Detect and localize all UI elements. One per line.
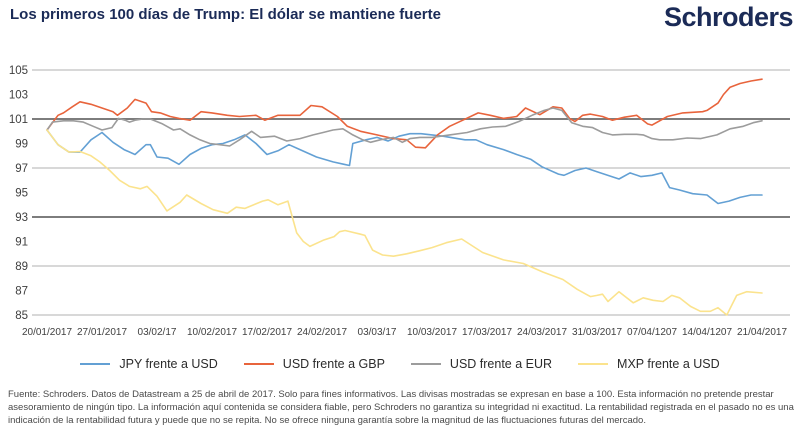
x-tick-0: 20/01/2017	[22, 327, 72, 338]
y-tick-105: 105	[9, 65, 28, 77]
y-tick-91: 91	[15, 237, 28, 249]
x-tick-7: 10/03/2017	[407, 327, 457, 338]
schroders-logo: Schroders	[663, 2, 794, 32]
legend-item-jpy: JPY frente a USD	[80, 357, 218, 371]
legend-label-gbp: USD frente a GBP	[282, 357, 385, 371]
mxp-line-swatch	[578, 363, 609, 365]
x-tick-3: 10/02/2017	[187, 327, 237, 338]
x-tick-13: 21/04/2017	[737, 327, 787, 338]
series-line-2	[46, 107, 763, 147]
x-tick-10: 31/03/2017	[572, 327, 622, 338]
legend-label-eur: USD frente a EUR	[449, 357, 553, 371]
legend-item-mxp: MXP frente a USD	[578, 357, 720, 371]
y-tick-87: 87	[15, 286, 28, 298]
x-tick-11: 07/04/1207	[627, 327, 677, 338]
page-title: Los primeros 100 días de Trump: El dólar…	[10, 6, 441, 23]
y-tick-85: 85	[15, 310, 28, 322]
y-tick-95: 95	[15, 188, 28, 200]
x-tick-9: 24/03/2017	[517, 327, 567, 338]
x-tick-8: 17/03/2017	[462, 327, 512, 338]
legend-label-mxp: MXP frente a USD	[617, 357, 720, 371]
eur-line-swatch	[410, 363, 441, 365]
x-tick-4: 17/02/2017	[242, 327, 292, 338]
y-tick-89: 89	[15, 261, 28, 273]
y-tick-101: 101	[9, 114, 28, 126]
gbp-line-swatch	[243, 363, 274, 365]
y-tick-99: 99	[15, 139, 28, 151]
legend-label-jpy: JPY frente a USD	[119, 357, 218, 371]
series-line-3	[46, 129, 763, 316]
x-tick-5: 24/02/2017	[297, 327, 347, 338]
chart-legend: JPY frente a USD USD frente a GBP USD fr…	[0, 352, 800, 376]
legend-item-eur: USD frente a EUR	[410, 357, 553, 371]
y-tick-103: 103	[9, 90, 28, 102]
x-tick-1: 27/01/2017	[77, 327, 127, 338]
x-tick-2: 03/02/17	[138, 327, 177, 338]
source-disclaimer: Fuente: Schroders. Datos de Datastream a…	[8, 389, 794, 426]
series-line-1	[46, 78, 763, 149]
y-tick-93: 93	[15, 212, 28, 224]
y-tick-97: 97	[15, 163, 28, 175]
jpy-line-swatch	[80, 363, 111, 365]
currency-index-chart: 105 103 101 99 97 95 93 91 89 87 85 20/01/2017 27/01…	[9, 65, 790, 338]
legend-item-gbp: USD frente a GBP	[243, 357, 385, 371]
x-tick-6: 03/03/17	[358, 327, 397, 338]
x-tick-12: 14/04/1207	[682, 327, 732, 338]
